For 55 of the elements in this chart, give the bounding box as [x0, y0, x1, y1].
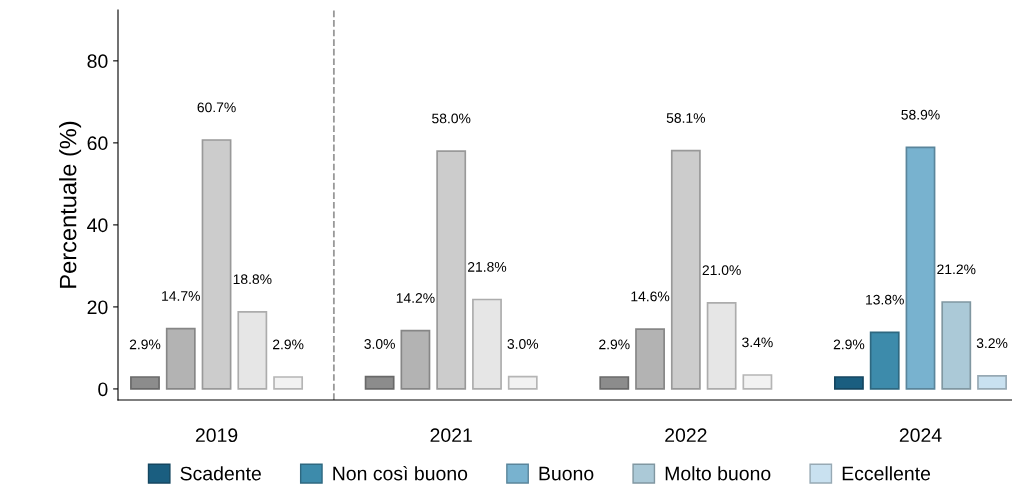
legend-label: Eccellente	[842, 466, 931, 481]
data-label: 60.7%	[197, 102, 236, 113]
y-tick-label: 0	[98, 382, 108, 397]
bar	[941, 301, 972, 390]
bar	[905, 146, 936, 390]
bar	[869, 331, 900, 390]
bar	[599, 376, 630, 390]
data-label: 3.0%	[364, 339, 395, 349]
y-tick-label: 20	[87, 300, 108, 315]
data-label: 58.0%	[432, 113, 471, 124]
data-label: 2.9%	[272, 339, 304, 350]
data-label: 2.9%	[599, 339, 630, 350]
x-tick-label: 2022	[665, 428, 707, 443]
bar	[273, 376, 304, 390]
bar	[165, 327, 196, 390]
x-tick-label: 2019	[195, 428, 238, 443]
bar	[364, 375, 395, 390]
legend-label: Molto buono	[665, 466, 771, 481]
bar	[201, 139, 232, 390]
bar	[706, 301, 737, 390]
data-label: 21.0%	[702, 265, 741, 276]
bar	[834, 376, 864, 390]
y-tick-label: 60	[87, 136, 108, 151]
y-tick-label: 40	[87, 218, 108, 233]
x-tick-label: 2024	[899, 428, 942, 443]
bar	[635, 328, 665, 390]
data-label: 3.0%	[507, 339, 539, 349]
data-label: 58.9%	[901, 109, 940, 120]
bar	[977, 374, 1007, 390]
bar	[670, 149, 701, 390]
legend-label: Buono	[539, 466, 594, 481]
data-label: 13.8%	[866, 294, 904, 305]
bar	[507, 375, 538, 390]
y-tick-label: 80	[87, 54, 108, 69]
bar	[400, 329, 431, 390]
data-label: 14.6%	[631, 291, 670, 302]
bar	[472, 298, 502, 390]
data-label: 14.2%	[396, 293, 435, 303]
data-label: 21.2%	[937, 264, 976, 275]
data-label: 3.2%	[976, 338, 1008, 349]
data-label: 58.1%	[666, 113, 706, 123]
data-label: 18.8%	[233, 274, 272, 285]
data-label: 21.8%	[467, 261, 507, 272]
data-label: 3.4%	[742, 337, 773, 348]
bar	[742, 374, 773, 390]
data-label: 2.9%	[129, 339, 161, 350]
y-axis-title: Percentuale (%)	[59, 121, 82, 288]
data-label: 2.9%	[833, 339, 865, 350]
legend-label: Non così buono	[333, 465, 468, 481]
bar	[237, 310, 268, 390]
bar	[130, 376, 160, 390]
x-tick-label: 2021	[430, 428, 472, 443]
data-label: 14.7%	[162, 291, 200, 301]
bar	[436, 150, 467, 390]
legend-label: Scadente	[180, 466, 261, 481]
